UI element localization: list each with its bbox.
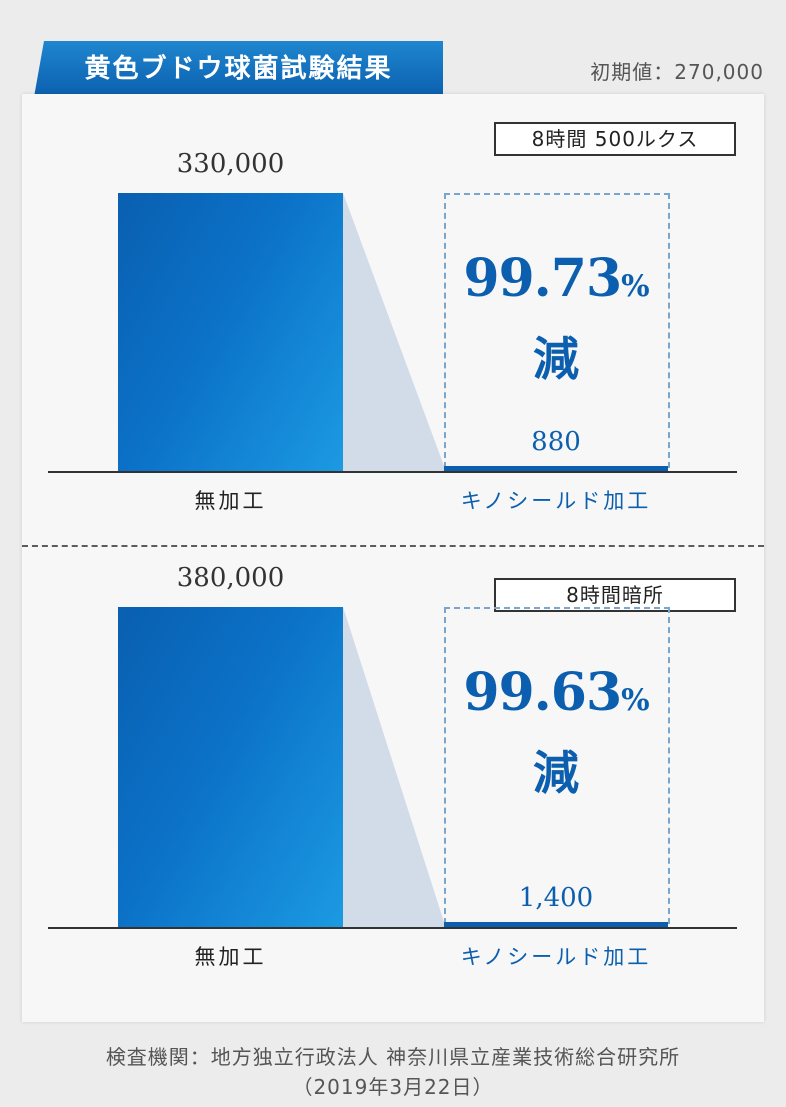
x-axis-baseline	[48, 471, 737, 473]
source-line-2: （2019年3月22日）	[292, 1075, 494, 1099]
reduction-label: 減	[533, 745, 579, 800]
condition-box: 8時間 500ルクス	[494, 122, 736, 156]
category-label-untreated: 無加工	[194, 489, 267, 513]
reduction-number: 99.63	[463, 661, 622, 723]
value-label-treated: 880	[531, 427, 581, 457]
source-line-1: 検査機関：地方独立行政法人 神奈川県立産業技術総合研究所	[105, 1045, 681, 1069]
chart-panel-light: 8時間 500ルクス 330,000 99.73% 減 880 無加工 キノシー…	[0, 94, 786, 564]
value-label-untreated: 380,000	[176, 562, 285, 593]
x-axis-baseline	[48, 927, 737, 929]
section-divider	[22, 545, 764, 547]
condition-box: 8時間暗所	[494, 578, 736, 612]
reduction-number: 99.73	[463, 248, 622, 309]
source-note: 検査機関：地方独立行政法人 神奈川県立産業技術総合研究所 （2019年3月22日…	[0, 1042, 786, 1102]
reduction-wedge	[343, 193, 444, 471]
bar-untreated	[118, 606, 343, 927]
value-label-treated: 1,400	[518, 883, 594, 913]
reduction-unit: %	[621, 269, 649, 304]
chart-panel-dark: 8時間暗所 380,000 99.63% 減 1,400 無加工 キノシールド加…	[0, 550, 786, 1020]
chart-title-tab: 黄色ブドウ球菌試験結果	[34, 41, 443, 97]
treated-dashed-frame	[444, 606, 670, 924]
reduction-wedge	[343, 606, 444, 927]
chart-title: 黄色ブドウ球菌試験結果	[84, 54, 393, 84]
reduction-wedge-svg	[343, 193, 444, 471]
bar-untreated	[118, 193, 343, 471]
bar-treated	[444, 922, 668, 927]
reduction-percent: 99.63%	[444, 662, 668, 723]
reduction-label: 減	[533, 332, 579, 386]
reduction-percent: 99.73%	[444, 248, 668, 309]
initial-value-label: 初期値：270,000	[590, 60, 764, 84]
treated-dashed-frame	[444, 193, 670, 468]
bar-treated	[444, 466, 668, 471]
category-label-untreated: 無加工	[194, 945, 267, 969]
category-label-treated: キノシールド加工	[460, 489, 652, 513]
value-label-untreated: 330,000	[176, 149, 285, 179]
reduction-wedge-svg	[343, 606, 444, 927]
reduction-unit: %	[621, 682, 649, 718]
category-label-treated: キノシールド加工	[460, 945, 652, 969]
